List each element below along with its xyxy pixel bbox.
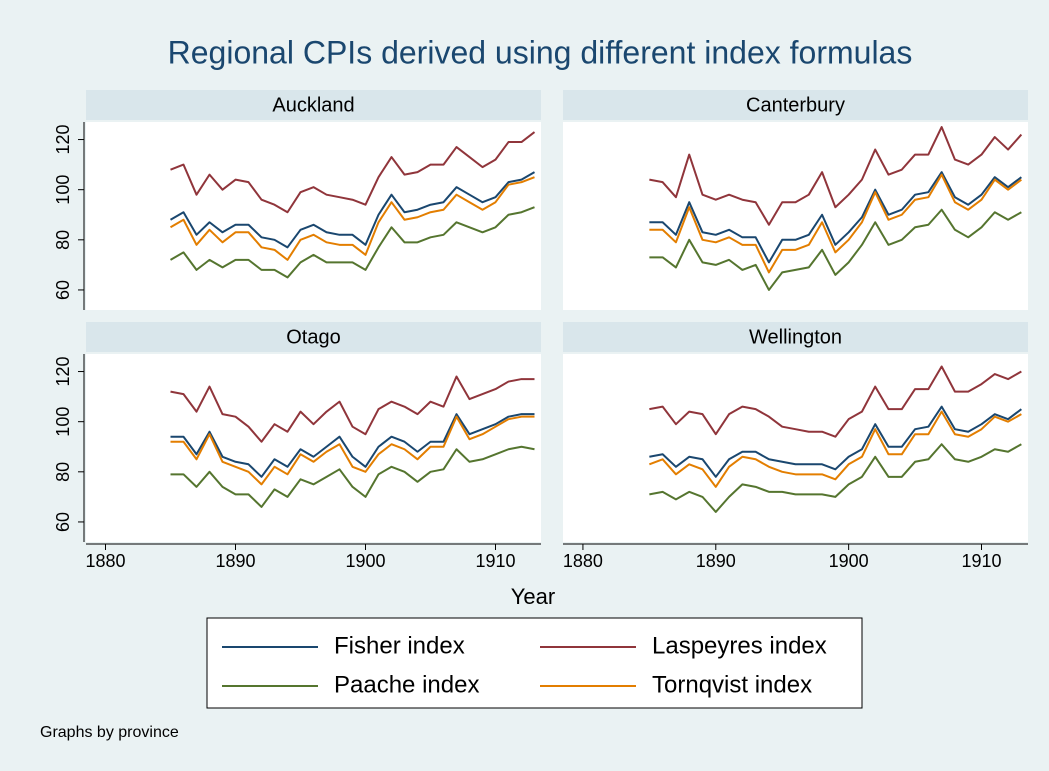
legend-label: Laspeyres index xyxy=(652,632,827,659)
plot-area xyxy=(86,122,541,310)
series-line xyxy=(169,176,535,261)
y-tick-label: 80 xyxy=(53,230,73,250)
panel-header xyxy=(563,322,1028,352)
panel-header xyxy=(563,90,1028,120)
x-axis-label: Year xyxy=(511,584,555,609)
panel-header xyxy=(86,322,541,352)
y-tick-label: 60 xyxy=(53,280,73,300)
plot-area xyxy=(563,122,1028,310)
x-tick-label: 1890 xyxy=(215,551,255,571)
series-line xyxy=(649,208,1022,291)
series-line xyxy=(649,173,1022,274)
series-line xyxy=(649,126,1023,226)
panel-title: Canterbury xyxy=(746,94,845,116)
note: Graphs by province xyxy=(40,724,179,741)
chart-title: Regional CPIs derived using different in… xyxy=(168,34,913,70)
x-tick-label: 1880 xyxy=(85,551,125,571)
series-line xyxy=(649,365,1022,438)
y-tick-label: 100 xyxy=(53,407,73,437)
series-line xyxy=(170,413,535,478)
y-tick-label: 120 xyxy=(53,357,73,387)
x-tick-label: 1900 xyxy=(829,551,869,571)
panel-title: Wellington xyxy=(749,326,842,348)
series-line xyxy=(649,410,1022,488)
series-line xyxy=(649,443,1022,513)
series-line xyxy=(649,171,1022,264)
x-tick-label: 1890 xyxy=(696,551,736,571)
y-tick-label: 60 xyxy=(53,512,73,532)
series-line xyxy=(169,171,536,249)
legend-label: Paache index xyxy=(334,671,479,698)
plot-area xyxy=(563,354,1028,542)
series-line xyxy=(170,445,535,508)
legend-label: Fisher index xyxy=(334,632,465,659)
x-tick-label: 1910 xyxy=(961,551,1001,571)
legend-label: Tornqvist index xyxy=(652,671,812,698)
panel-header xyxy=(86,90,541,120)
series-line xyxy=(649,405,1022,478)
x-tick-label: 1880 xyxy=(563,551,603,571)
panel-title: Otago xyxy=(286,326,340,348)
x-tick-label: 1910 xyxy=(475,551,515,571)
y-tick-label: 120 xyxy=(53,125,73,155)
y-tick-label: 80 xyxy=(53,462,73,482)
legend-box xyxy=(206,617,863,709)
series-line xyxy=(169,206,535,279)
y-tick-label: 100 xyxy=(53,175,73,205)
series-line xyxy=(170,415,535,486)
series-line xyxy=(170,131,536,214)
series-line xyxy=(170,375,535,443)
panel-title: Auckland xyxy=(272,94,354,116)
x-tick-label: 1900 xyxy=(345,551,385,571)
plot-area xyxy=(86,354,541,542)
